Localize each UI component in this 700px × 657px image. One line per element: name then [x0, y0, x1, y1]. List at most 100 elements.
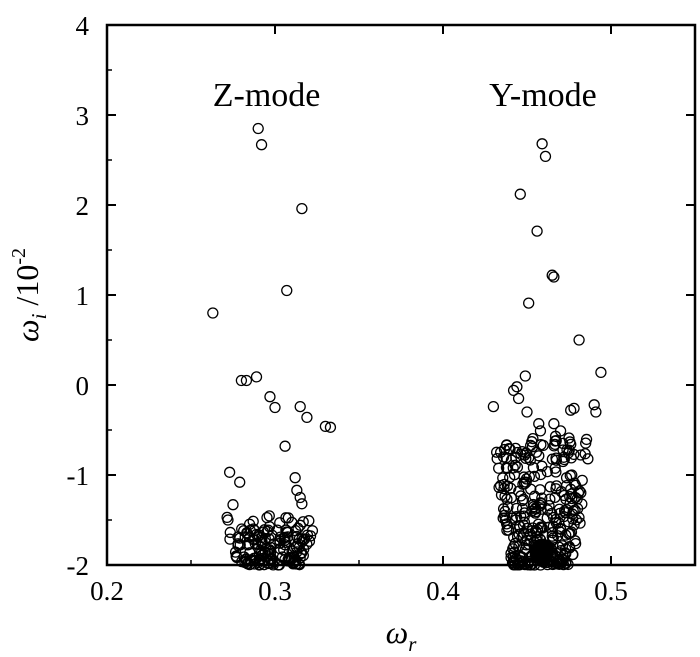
- data-point: [561, 504, 573, 516]
- data-point: [520, 452, 532, 465]
- data-point: [299, 533, 311, 545]
- data-point: [531, 225, 543, 237]
- data-point: [516, 445, 528, 458]
- data-point: [234, 476, 246, 488]
- x-axis-title: ωr: [386, 614, 418, 656]
- data-point: [221, 511, 233, 524]
- data-point: [555, 557, 568, 569]
- data-point: [526, 436, 538, 448]
- data-point: [259, 532, 271, 545]
- data-point: [288, 542, 301, 554]
- data-point: [503, 442, 515, 455]
- data-point: [518, 507, 531, 519]
- data-point: [550, 513, 562, 526]
- data-point: [234, 532, 246, 544]
- data-point: [234, 539, 246, 551]
- x-tick-label: 0.5: [594, 576, 628, 606]
- data-point: [293, 558, 305, 570]
- y-axis-title-exponent: -2: [8, 248, 30, 265]
- data-point: [526, 441, 539, 453]
- axis-ticks: [106, 24, 696, 566]
- data-point: [512, 392, 525, 405]
- data-point: [235, 374, 248, 387]
- data-point: [502, 501, 514, 513]
- data-point: [548, 440, 560, 452]
- data-point: [544, 493, 556, 505]
- y-tick-label: -1: [67, 461, 90, 491]
- data-point: [536, 522, 548, 534]
- x-tick-label: 0.4: [426, 576, 460, 606]
- data-point: [282, 531, 294, 543]
- data-point: [560, 479, 573, 492]
- data-point: [511, 381, 523, 393]
- data-point: [223, 466, 236, 478]
- data-point: [546, 530, 558, 542]
- data-point: [296, 202, 308, 215]
- data-point: [548, 271, 560, 283]
- data-point: [292, 522, 304, 534]
- data-point: [549, 491, 561, 503]
- data-point: [563, 432, 575, 444]
- y-tick-label: 4: [76, 11, 90, 41]
- data-point: [573, 334, 585, 346]
- data-point: [280, 512, 292, 524]
- data-point: [521, 406, 533, 418]
- y-axis-title-sub: i: [27, 313, 51, 319]
- data-point: [278, 544, 290, 556]
- data-point: [553, 541, 565, 553]
- data-point: [518, 476, 530, 488]
- data-point: [491, 453, 503, 465]
- data-point: [565, 438, 577, 451]
- plot-frame: [105, 23, 697, 567]
- data-point: [255, 139, 268, 151]
- data-point: [262, 547, 274, 559]
- data-point: [550, 483, 562, 495]
- data-point: [249, 538, 261, 550]
- data-point: [240, 374, 253, 387]
- data-point: [501, 521, 514, 533]
- data-point: [241, 527, 253, 539]
- data-point: [507, 462, 519, 474]
- data-point: [269, 401, 281, 414]
- data-point: [566, 492, 578, 505]
- data-point: [548, 418, 560, 430]
- data-point: [527, 462, 540, 474]
- data-point: [505, 482, 517, 494]
- data-point: [227, 499, 239, 511]
- data-point: [289, 524, 302, 537]
- data-point: [535, 468, 547, 481]
- data-point: [547, 511, 560, 524]
- data-point: [546, 269, 558, 281]
- data-point: [519, 370, 531, 382]
- data-point: [569, 492, 582, 504]
- data-point: [495, 489, 508, 501]
- data-point: [296, 536, 308, 548]
- data-point: [513, 528, 525, 540]
- data-point: [271, 524, 284, 536]
- data-point: [550, 466, 562, 478]
- data-point: [523, 297, 535, 309]
- data-point: [532, 518, 545, 530]
- x-axis-title-sub: r: [408, 632, 417, 656]
- x-axis-title-main: ω: [386, 614, 409, 650]
- data-point: [508, 531, 520, 543]
- y-tick-label: 0: [76, 371, 90, 401]
- data-point: [595, 366, 607, 379]
- data-point: [525, 483, 537, 495]
- data-point: [533, 418, 545, 430]
- y-tick-label: 1: [76, 281, 90, 311]
- y-tick-label: 3: [76, 101, 90, 131]
- data-point: [517, 478, 529, 490]
- data-point: [509, 550, 521, 563]
- data-point: [517, 493, 530, 505]
- data-point: [565, 526, 578, 538]
- data-point: [559, 547, 571, 559]
- data-point: [571, 493, 583, 505]
- mode-annotation: Z-mode: [213, 77, 321, 114]
- data-point: [303, 515, 315, 527]
- data-point: [528, 470, 541, 482]
- data-point: [250, 371, 263, 383]
- data-point: [534, 425, 547, 437]
- y-axis-title-suffix: /10: [9, 265, 45, 314]
